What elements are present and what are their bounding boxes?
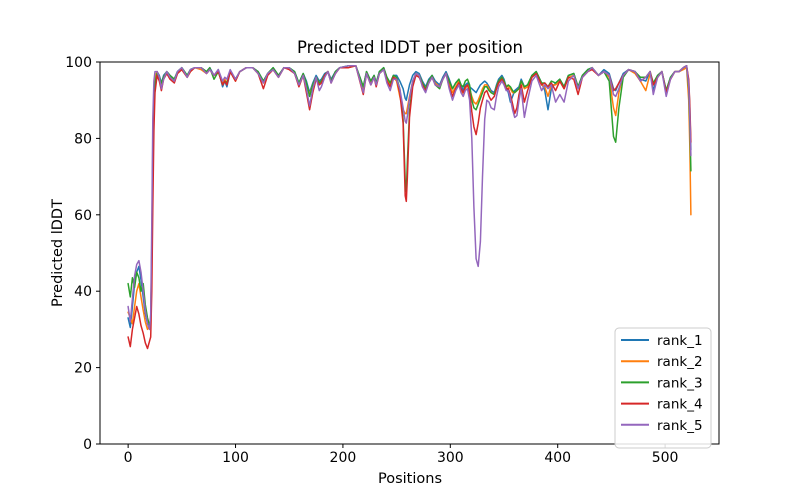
x-axis-label: Positions — [378, 471, 442, 487]
legend-label-rank_5: rank_5 — [657, 418, 703, 434]
legend-label-rank_2: rank_2 — [657, 354, 703, 370]
x-tick-label: 0 — [124, 450, 133, 466]
x-axis-ticks: 0 100 200 300 400 500 — [124, 444, 679, 466]
series-line-rank_5 — [127, 65, 692, 331]
legend: rank_1 rank_2 rank_3 rank_4 rank_5 — [614, 327, 712, 449]
series-line-rank_3 — [127, 65, 692, 327]
series-lines — [127, 65, 692, 350]
y-tick-label: 80 — [74, 131, 92, 147]
x-tick-label: 200 — [330, 450, 357, 466]
x-tick-label: 400 — [544, 450, 571, 466]
x-tick-label: 300 — [437, 450, 464, 466]
legend-label-rank_1: rank_1 — [657, 333, 703, 349]
y-axis-ticks: 0 20 40 60 80 100 — [65, 55, 100, 453]
y-tick-label: 40 — [74, 284, 92, 300]
y-tick-label: 100 — [65, 55, 92, 71]
plot-area-border — [99, 61, 720, 445]
legend-box — [614, 327, 712, 449]
y-tick-label: 0 — [83, 437, 92, 453]
y-tick-label: 60 — [74, 208, 92, 224]
x-tick-label: 500 — [652, 450, 679, 466]
y-axis-label: Predicted lDDT — [50, 199, 66, 307]
y-tick-label: 20 — [74, 361, 92, 377]
x-tick-label: 100 — [222, 450, 249, 466]
chart-title: Predicted lDDT per position — [297, 38, 523, 57]
legend-label-rank_3: rank_3 — [657, 375, 703, 391]
legend-label-rank_4: rank_4 — [657, 397, 703, 413]
